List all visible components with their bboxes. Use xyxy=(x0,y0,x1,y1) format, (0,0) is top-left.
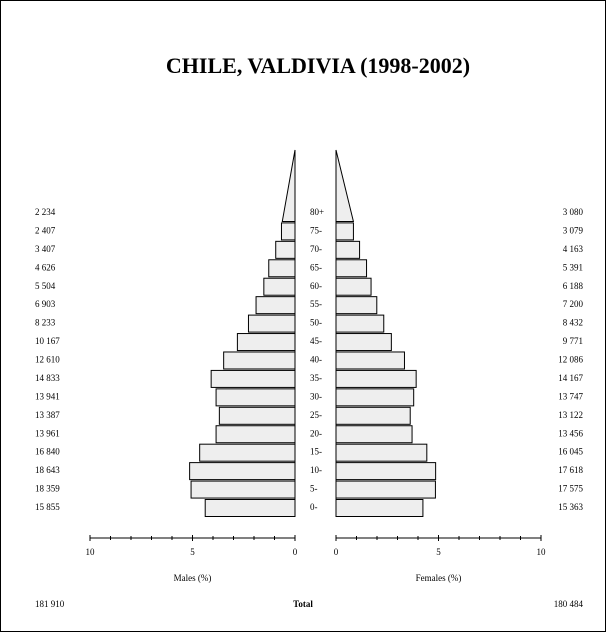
count-label: 8 233 xyxy=(35,318,56,328)
count-label: 7 200 xyxy=(563,299,584,309)
count-label: 5 391 xyxy=(563,262,583,272)
bar xyxy=(335,480,436,499)
count-label: 3 407 xyxy=(35,244,56,254)
axis-title: Males (%) xyxy=(174,573,212,583)
x-tick-label: 10 xyxy=(537,547,547,557)
bar xyxy=(268,259,296,278)
count-label: 13 387 xyxy=(35,410,60,420)
bar xyxy=(335,425,413,444)
count-label: 6 903 xyxy=(35,299,56,309)
count-label: 17 575 xyxy=(558,484,583,494)
count-label: 13 456 xyxy=(558,428,583,438)
bar xyxy=(218,406,296,425)
age-label: 5- xyxy=(310,484,318,494)
count-label: 16 045 xyxy=(558,447,583,457)
age-label: 10- xyxy=(310,465,322,475)
count-label: 3 079 xyxy=(563,225,584,235)
axis-title: Females (%) xyxy=(416,573,462,583)
bar xyxy=(215,388,296,407)
bar xyxy=(255,296,296,315)
bar xyxy=(335,259,368,278)
age-label: 35- xyxy=(310,373,322,383)
count-label: 15 855 xyxy=(35,502,60,512)
bar xyxy=(335,314,385,333)
count-label: 4 163 xyxy=(563,244,584,254)
bar xyxy=(247,314,296,333)
x-tick-label: 5 xyxy=(436,547,441,557)
age-label: 40- xyxy=(310,355,322,365)
count-label: 13 961 xyxy=(35,428,60,438)
x-tick-label: 10 xyxy=(86,547,96,557)
count-label: 2 407 xyxy=(35,225,56,235)
bar xyxy=(335,277,372,296)
age-label: 50- xyxy=(310,318,322,328)
age-label: 25- xyxy=(310,410,322,420)
count-label: 6 188 xyxy=(563,281,584,291)
bar xyxy=(335,462,437,481)
age-label: 70- xyxy=(310,244,322,254)
age-label: 65- xyxy=(310,262,322,272)
count-label: 9 771 xyxy=(563,336,583,346)
x-tick-label: 0 xyxy=(293,547,298,557)
bar xyxy=(223,351,296,370)
count-label: 8 432 xyxy=(563,318,583,328)
x-tick-label: 0 xyxy=(334,547,339,557)
age-label: 80+ xyxy=(310,207,324,217)
bar xyxy=(215,425,296,444)
age-label: 45- xyxy=(310,336,322,346)
bar xyxy=(335,351,405,370)
count-label: 13 122 xyxy=(558,410,583,420)
count-label: 18 359 xyxy=(35,484,60,494)
age-label: 30- xyxy=(310,391,322,401)
count-label: 13 747 xyxy=(558,391,583,401)
age-label: 15- xyxy=(310,447,322,457)
bar xyxy=(199,443,296,462)
count-label: 10 167 xyxy=(35,336,60,346)
count-label: 4 626 xyxy=(35,262,56,272)
count-label: 15 363 xyxy=(558,502,583,512)
bar xyxy=(263,277,296,296)
bar xyxy=(190,480,296,499)
age-label: 20- xyxy=(310,428,322,438)
count-label: 12 610 xyxy=(35,355,60,365)
count-label: 14 833 xyxy=(35,373,60,383)
bar xyxy=(335,222,354,241)
age-label: 0- xyxy=(310,502,318,512)
bar xyxy=(275,240,296,259)
count-label: 5 504 xyxy=(35,281,56,291)
bar-top xyxy=(281,149,296,222)
count-label: 17 618 xyxy=(558,465,583,475)
total-text: Total xyxy=(293,599,313,609)
count-label: 14 167 xyxy=(558,373,583,383)
chart-title: CHILE, VALDIVIA (1998-2002) xyxy=(166,53,470,78)
bar-top xyxy=(335,149,355,222)
count-label: 18 643 xyxy=(35,465,60,475)
bar xyxy=(335,296,378,315)
count-label: 12 086 xyxy=(558,355,583,365)
total-label: 180 484 xyxy=(554,599,584,609)
bar xyxy=(204,499,296,517)
bar xyxy=(335,499,424,517)
bar xyxy=(236,333,296,352)
bar xyxy=(280,222,296,241)
bar xyxy=(335,240,361,259)
age-label: 55- xyxy=(310,299,322,309)
age-label: 60- xyxy=(310,281,322,291)
bar xyxy=(210,369,296,388)
age-label: 75- xyxy=(310,225,322,235)
bar xyxy=(335,388,415,407)
count-label: 16 840 xyxy=(35,447,60,457)
total-label: 181 910 xyxy=(35,599,65,609)
x-tick-label: 5 xyxy=(190,547,195,557)
count-label: 2 234 xyxy=(35,207,56,217)
bar xyxy=(335,333,392,352)
bar xyxy=(335,369,417,388)
count-label: 13 941 xyxy=(35,391,60,401)
bar xyxy=(189,462,296,481)
bar xyxy=(335,443,428,462)
bar xyxy=(335,406,411,425)
count-label: 3 080 xyxy=(563,207,584,217)
